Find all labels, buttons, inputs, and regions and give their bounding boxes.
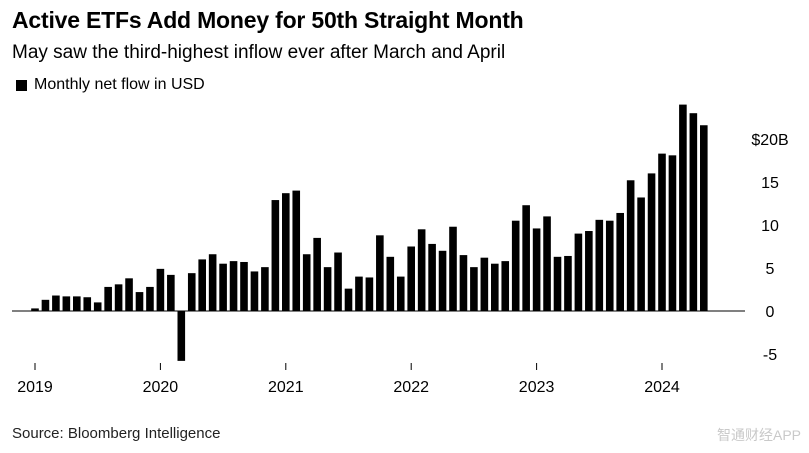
bar-2019-12 [146, 286, 154, 311]
bar-2024-02 [668, 155, 677, 311]
bar-2020-07 [219, 263, 227, 311]
bar-2022-06 [459, 255, 468, 311]
bar-2022-01 [407, 246, 415, 311]
bar-2020-04 [187, 273, 196, 311]
bar-2023-11 [637, 197, 645, 311]
bar-2021-09 [365, 277, 374, 311]
x-tick-label: 2019 [17, 379, 53, 396]
bar-2021-04 [313, 237, 321, 311]
bar-2021-08 [355, 276, 363, 311]
y-tick-label: 15 [761, 175, 779, 192]
bar-2023-06 [585, 231, 593, 311]
bar-2019-09 [114, 284, 123, 311]
bar-2019-04 [62, 296, 71, 311]
bar-2019-07 [93, 302, 102, 311]
bar-2021-05 [323, 267, 332, 311]
bars-group [31, 104, 708, 361]
x-tick-label: 2024 [644, 379, 680, 396]
legend: Monthly net flow in USD [16, 76, 205, 94]
bar-2022-03 [428, 243, 436, 311]
bar-2020-09 [240, 261, 248, 311]
bar-2020-03 [177, 311, 186, 361]
bar-2023-09 [616, 212, 624, 311]
bar-2019-10 [125, 278, 133, 311]
legend-label: Monthly net flow in USD [34, 76, 205, 93]
bar-2022-05 [449, 226, 457, 311]
y-tick-label: 5 [766, 261, 775, 278]
bar-2021-06 [334, 252, 342, 311]
x-axis: 2019 2020 2021 2022 2023 2024 [17, 363, 680, 396]
bar-2020-11 [261, 267, 269, 311]
bar-2020-08 [229, 261, 238, 311]
bar-2021-02 [292, 190, 301, 311]
bar-2020-02 [167, 274, 175, 311]
bar-2023-01 [532, 228, 541, 311]
y-axis: $20B 15 10 5 0 -5 [751, 132, 788, 364]
source-note: Source: Bloomberg Intelligence [12, 425, 221, 442]
y-tick-label: -5 [763, 347, 777, 364]
bar-2022-09 [491, 263, 499, 311]
x-tick-label: 2022 [393, 379, 429, 396]
x-tick-label: 2020 [143, 379, 179, 396]
bar-2019-03 [52, 295, 60, 311]
bar-2022-04 [438, 250, 447, 311]
bar-2023-04 [564, 255, 572, 311]
bar-2021-12 [396, 276, 405, 311]
bar-2023-03 [553, 256, 562, 311]
bar-2020-12 [271, 200, 280, 311]
y-tick-label: $20B [751, 132, 788, 149]
watermark: 智通财经APP [716, 427, 801, 443]
bar-2020-05 [198, 259, 206, 311]
y-tick-label: 10 [761, 218, 779, 235]
bar-2019-02 [41, 299, 50, 311]
bar-2022-10 [501, 261, 510, 311]
bar-2022-12 [522, 205, 530, 311]
bar-2019-06 [83, 297, 92, 311]
bar-2022-07 [470, 267, 478, 311]
bar-2019-11 [135, 292, 144, 311]
bar-2022-11 [511, 220, 520, 311]
chart-title: Active ETFs Add Money for 50th Straight … [12, 7, 524, 33]
bar-2023-10 [626, 180, 635, 311]
bar-2024-05 [700, 125, 708, 312]
bar-2021-03 [302, 254, 311, 311]
bar-2022-08 [480, 257, 489, 311]
bar-2023-08 [605, 220, 614, 311]
bar-2019-01 [31, 308, 39, 311]
legend-swatch [16, 79, 27, 91]
bar-2023-12 [647, 173, 656, 311]
bar-2021-11 [386, 256, 395, 311]
x-tick-label: 2021 [268, 379, 304, 396]
x-tick-label: 2023 [519, 379, 555, 396]
chart-subtitle: May saw the third-highest inflow ever af… [12, 42, 506, 63]
bar-2021-10 [376, 235, 384, 311]
bar-2022-02 [417, 229, 426, 311]
bar-2020-06 [208, 254, 217, 311]
bar-2019-08 [104, 286, 112, 311]
bar-2024-03 [679, 104, 687, 311]
bar-2023-02 [543, 216, 551, 311]
bar-2023-07 [595, 219, 604, 311]
bar-2023-05 [574, 233, 583, 311]
bar-2024-04 [689, 113, 698, 311]
bar-2019-05 [73, 296, 81, 311]
bar-2020-01 [156, 268, 165, 311]
bar-2021-07 [344, 288, 353, 311]
bar-2020-10 [250, 271, 259, 311]
y-tick-label: 0 [766, 304, 775, 321]
bar-2024-01 [658, 153, 666, 311]
bar-2021-01 [282, 193, 290, 311]
